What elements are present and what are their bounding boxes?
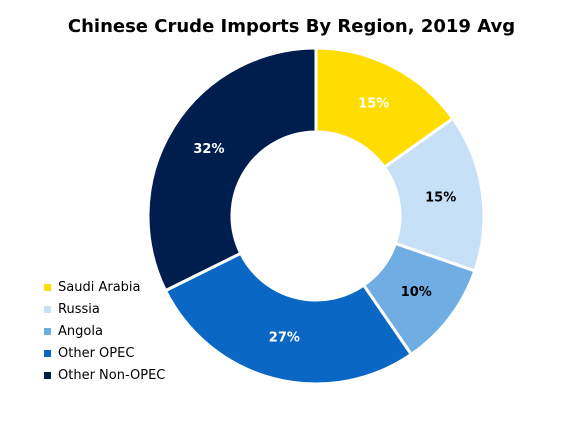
legend-item: Saudi Arabia (44, 276, 165, 298)
slice-label-angola: 10% (401, 285, 432, 300)
slice-label-saudi-arabia: 15% (358, 97, 389, 112)
slice-label-russia: 15% (425, 191, 456, 206)
chart-title: Chinese Crude Imports By Region, 2019 Av… (67, 16, 516, 37)
chart-legend: Saudi Arabia Russia Angola Other OPEC Other … (44, 276, 165, 386)
slice-label-other-non-opec: 32% (193, 142, 224, 157)
slice-label-other-opec: 27% (269, 330, 300, 345)
legend-item: Russia (44, 298, 165, 320)
legend-swatch (44, 283, 51, 291)
legend-label: Other OPEC (58, 345, 135, 361)
legend-item: Other Non-OPEC (44, 364, 165, 386)
slice-other-opec (163, 251, 414, 386)
legend-item: Angola (44, 320, 165, 342)
slice-other-non-opec (146, 46, 318, 293)
legend-label: Other Non-OPEC (58, 367, 166, 383)
legend-swatch (44, 349, 51, 357)
legend-swatch (44, 327, 51, 335)
legend-item: Other OPEC (44, 342, 165, 364)
legend-label: Angola (58, 323, 103, 339)
legend-label: Saudi Arabia (58, 279, 141, 295)
legend-label: Russia (58, 301, 100, 317)
legend-swatch (44, 305, 51, 313)
legend-swatch (44, 371, 51, 379)
